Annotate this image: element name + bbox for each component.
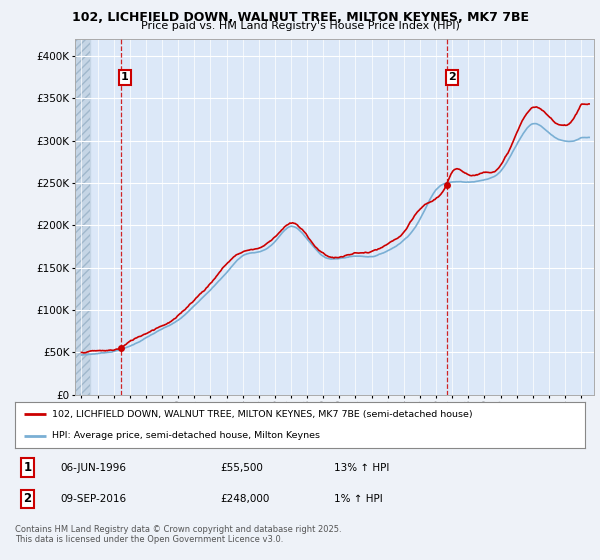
Text: 1: 1	[121, 72, 129, 82]
Text: Price paid vs. HM Land Registry's House Price Index (HPI): Price paid vs. HM Land Registry's House …	[140, 21, 460, 31]
Polygon shape	[75, 39, 89, 395]
Text: £248,000: £248,000	[220, 494, 269, 504]
Text: 1: 1	[23, 461, 32, 474]
Text: £55,500: £55,500	[220, 463, 263, 473]
Text: 09-SEP-2016: 09-SEP-2016	[61, 494, 127, 504]
Text: 13% ↑ HPI: 13% ↑ HPI	[334, 463, 389, 473]
Text: 06-JUN-1996: 06-JUN-1996	[61, 463, 127, 473]
Text: 2: 2	[23, 492, 32, 506]
Text: HPI: Average price, semi-detached house, Milton Keynes: HPI: Average price, semi-detached house,…	[52, 431, 320, 440]
Text: 1% ↑ HPI: 1% ↑ HPI	[334, 494, 383, 504]
Text: 102, LICHFIELD DOWN, WALNUT TREE, MILTON KEYNES, MK7 7BE: 102, LICHFIELD DOWN, WALNUT TREE, MILTON…	[71, 11, 529, 24]
Text: 2: 2	[448, 72, 456, 82]
Text: 102, LICHFIELD DOWN, WALNUT TREE, MILTON KEYNES, MK7 7BE (semi-detached house): 102, LICHFIELD DOWN, WALNUT TREE, MILTON…	[52, 410, 473, 419]
Text: Contains HM Land Registry data © Crown copyright and database right 2025.
This d: Contains HM Land Registry data © Crown c…	[15, 525, 341, 544]
